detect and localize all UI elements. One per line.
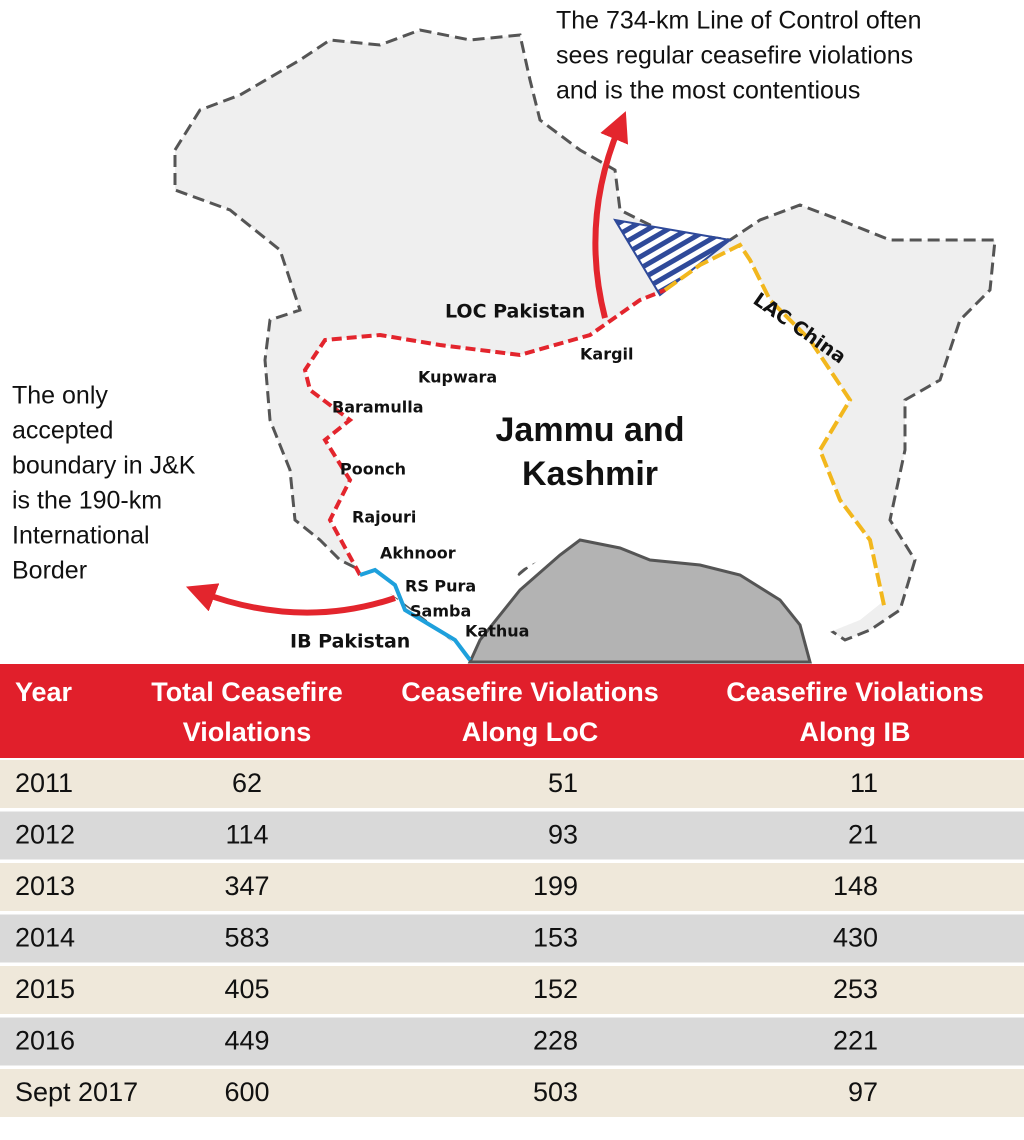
table-row-bg — [0, 863, 1024, 911]
table-cell: 11 — [850, 768, 878, 798]
boundary-label: LOC Pakistan — [445, 301, 585, 323]
table-row-bg — [0, 811, 1024, 860]
table-cell: 62 — [232, 768, 262, 798]
table-header: Ceasefire Violations — [401, 677, 659, 707]
ib-note: boundary in J&K — [12, 452, 196, 480]
table-cell: 152 — [533, 974, 578, 1004]
table-row-bg — [0, 1069, 1024, 1117]
place-label: Kargil — [580, 345, 634, 364]
loc-note: and is the most contentious — [556, 77, 860, 105]
table-cell: 583 — [224, 923, 269, 953]
table-header: Along IB — [800, 717, 911, 747]
table-header: Year — [15, 677, 73, 707]
table-cell: 2011 — [15, 768, 73, 798]
table-row-bg — [0, 1017, 1024, 1066]
table-cell: 148 — [833, 871, 878, 901]
ib-note: Border — [12, 557, 87, 585]
table-row-bg — [0, 966, 1024, 1014]
table-cell: 2013 — [15, 871, 75, 901]
table-cell: 221 — [833, 1026, 878, 1056]
table-cell: 347 — [224, 871, 269, 901]
region-label: Jammu and — [496, 411, 685, 449]
place-label: Kathua — [465, 622, 529, 641]
table-cell: 405 — [224, 974, 269, 1004]
table-cell: 51 — [548, 768, 578, 798]
table-cell: Sept 2017 — [15, 1077, 138, 1107]
table-cell: 21 — [848, 820, 878, 850]
table-cell: 600 — [224, 1077, 269, 1107]
region-label: Kashmir — [522, 455, 658, 493]
loc-arrow — [592, 111, 629, 319]
place-label: Rajouri — [352, 508, 416, 527]
ib-note: accepted — [12, 417, 113, 445]
place-label: Poonch — [340, 460, 406, 479]
table-row-bg — [0, 914, 1024, 963]
table-header: Along LoC — [462, 717, 598, 747]
table-cell: 430 — [833, 923, 878, 953]
place-label: Akhnoor — [380, 544, 456, 563]
pakistan-region — [467, 538, 812, 664]
disputed-area — [613, 218, 733, 297]
loc-note: The 734-km Line of Control often — [556, 7, 921, 35]
place-label: Baramulla — [332, 398, 424, 417]
place-label: RS Pura — [405, 577, 476, 596]
table-cell: 449 — [224, 1026, 269, 1056]
table-header-bg — [0, 664, 1024, 758]
table-cell: 93 — [548, 820, 578, 850]
lac-line — [663, 242, 887, 611]
table-cell: 253 — [833, 974, 878, 1004]
table-cell: 503 — [533, 1077, 578, 1107]
ib-note: The only — [12, 382, 108, 410]
loc-note: sees regular ceasefire violations — [556, 42, 913, 70]
place-label: Kupwara — [418, 368, 497, 387]
boundary-label: IB Pakistan — [290, 631, 410, 653]
place-label: Samba — [410, 602, 471, 621]
table-cell: 228 — [533, 1026, 578, 1056]
ib-line — [359, 567, 472, 662]
table-cell: 2016 — [15, 1026, 75, 1056]
table-cell: 153 — [533, 923, 578, 953]
indian-region — [305, 245, 885, 660]
table-cell: 199 — [533, 871, 578, 901]
table-cell: 2014 — [15, 923, 75, 953]
loc-line — [302, 288, 666, 576]
table-cell: 2012 — [15, 820, 75, 850]
table-cell: 2015 — [15, 974, 75, 1004]
table-header: Violations — [183, 717, 312, 747]
table-cell: 97 — [848, 1077, 878, 1107]
ib-note: International — [12, 522, 150, 550]
ib-note: is the 190-km — [12, 487, 162, 515]
ib-arrow — [185, 583, 396, 616]
table-row-bg — [0, 760, 1024, 808]
map — [173, 28, 997, 664]
table-cell: 114 — [225, 820, 268, 850]
table-header: Total Ceasefire — [151, 677, 343, 707]
table-header: Ceasefire Violations — [726, 677, 984, 707]
